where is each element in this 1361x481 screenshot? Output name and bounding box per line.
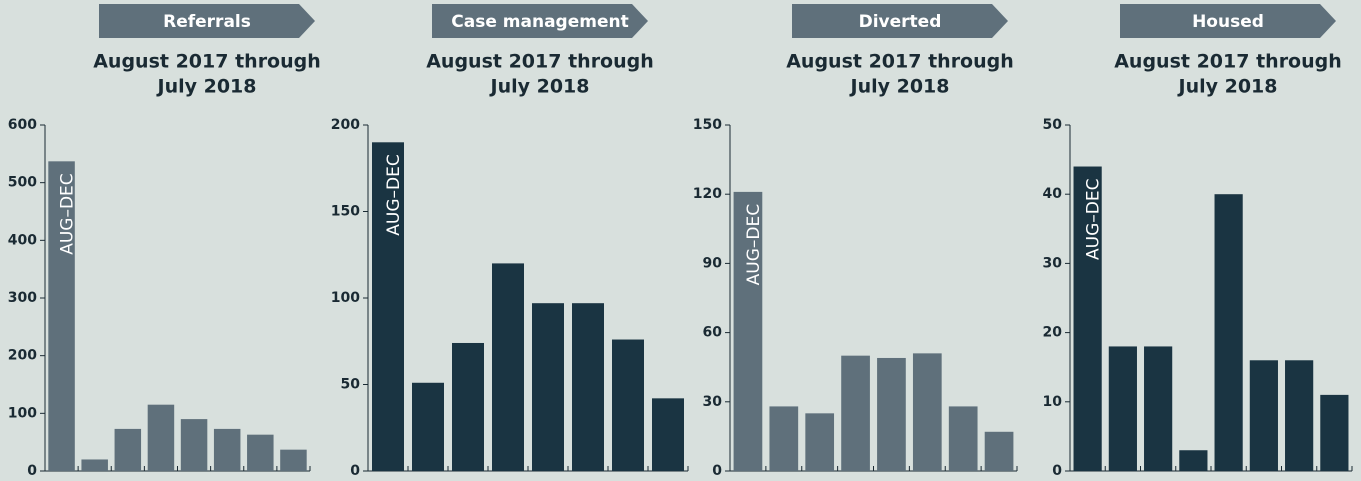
y-tick-label: 10 <box>1043 394 1063 410</box>
y-tick-label: 120 <box>693 186 722 202</box>
chart-title: Case management <box>451 12 628 32</box>
bar <box>733 191 763 472</box>
y-tick-label: 50 <box>341 377 361 393</box>
chart-subtitle: July 2018 <box>1177 76 1278 98</box>
y-tick-label: 90 <box>703 255 723 271</box>
banner <box>1120 4 1336 38</box>
y-tick-label: 60 <box>703 325 723 341</box>
y-tick-label: 100 <box>331 290 360 306</box>
y-tick-label: 0 <box>712 463 722 479</box>
bar <box>1285 360 1314 471</box>
bar <box>912 353 942 471</box>
bar <box>280 449 307 471</box>
y-tick-label: 200 <box>8 348 37 364</box>
bar <box>247 434 274 471</box>
bar <box>1144 346 1173 471</box>
bar <box>372 142 404 472</box>
chart-subtitle: August 2017 through <box>426 51 654 73</box>
bar <box>1249 360 1278 471</box>
bar <box>452 342 484 471</box>
y-tick-label: 0 <box>27 463 37 479</box>
y-tick-label: 300 <box>8 290 37 306</box>
bar <box>877 357 906 471</box>
y-tick-label: 400 <box>8 232 37 248</box>
bar-label: AUG–DEC <box>384 154 404 235</box>
bar <box>805 413 835 471</box>
bar-label: AUG–DEC <box>58 173 78 254</box>
banner <box>792 4 1008 38</box>
bar <box>180 419 208 471</box>
bar-label: AUG–DEC <box>744 204 764 285</box>
y-tick-label: 150 <box>331 204 360 220</box>
chart-subtitle: July 2018 <box>849 76 950 98</box>
bar <box>114 428 142 471</box>
chart-subtitle: July 2018 <box>156 76 257 98</box>
chart-subtitle: July 2018 <box>489 76 590 98</box>
y-tick-label: 20 <box>1043 325 1063 341</box>
y-tick-label: 100 <box>8 405 37 421</box>
y-tick-label: 0 <box>350 463 360 479</box>
bar <box>769 406 799 471</box>
chart-subtitle: August 2017 through <box>1114 51 1342 73</box>
chart-subtitle: August 2017 through <box>93 51 321 73</box>
banner <box>432 4 648 38</box>
bar <box>948 406 978 471</box>
bar <box>48 161 75 471</box>
chart-title: Diverted <box>859 12 942 32</box>
bar <box>1073 166 1102 471</box>
bar <box>652 398 684 471</box>
bar <box>81 459 108 471</box>
y-tick-label: 500 <box>8 175 37 191</box>
y-tick-label: 30 <box>703 394 723 410</box>
bar <box>841 355 870 471</box>
bar-label: AUG–DEC <box>1084 179 1104 260</box>
bar <box>572 303 604 471</box>
bar <box>213 428 241 471</box>
y-tick-label: 600 <box>8 117 37 133</box>
bar <box>1108 346 1137 471</box>
bar <box>412 382 444 471</box>
banner <box>99 4 315 38</box>
bar <box>1320 394 1349 471</box>
bar <box>147 404 175 471</box>
bar <box>492 263 524 471</box>
y-tick-label: 0 <box>1052 463 1062 479</box>
chart-title: Housed <box>1192 12 1264 32</box>
bar <box>984 431 1014 471</box>
bar <box>532 303 564 471</box>
chart-subtitle: August 2017 through <box>786 51 1014 73</box>
y-tick-label: 150 <box>693 117 722 133</box>
y-tick-label: 30 <box>1043 255 1063 271</box>
y-tick-label: 50 <box>1043 117 1063 133</box>
bar <box>1214 194 1243 471</box>
bar <box>1179 450 1208 471</box>
chart-title: Referrals <box>163 12 251 32</box>
y-tick-label: 40 <box>1043 186 1063 202</box>
y-tick-label: 200 <box>331 117 360 133</box>
bar <box>612 339 644 471</box>
